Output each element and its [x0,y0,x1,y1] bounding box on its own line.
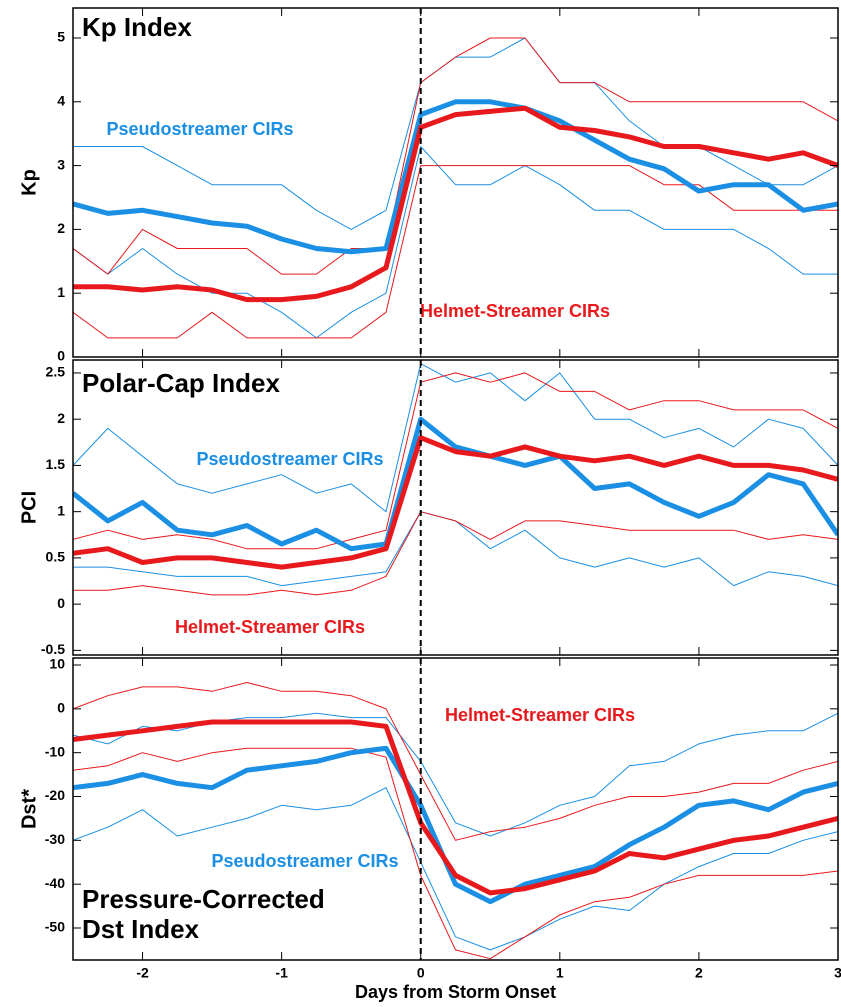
series-line [73,37,838,275]
y-axis-label: Dst* [18,789,40,829]
series-line [73,511,838,596]
series-line [73,165,838,339]
panel-title: Pressure-Corrected Dst Index [82,884,325,944]
y-tick-label: -20 [45,787,65,803]
plot-frame [72,7,839,358]
y-axis-label: Kp [18,169,40,196]
y-tick-label: 0 [57,595,65,611]
y-tick-label: 1 [57,502,65,518]
plot-area [73,363,838,596]
series-label: Pseudostreamer CIRs [196,449,383,469]
series-label: Helmet-Streamer CIRs [175,617,365,637]
panel-title: Polar-Cap Index [82,368,280,398]
series-line [73,99,838,255]
y-tick-label: -30 [45,831,65,847]
series-label: Pseudostreamer CIRs [106,119,293,139]
y-axis-label: PCI [18,491,40,524]
y-tick-label: 2 [57,220,65,236]
series-label: Pseudostreamer CIRs [211,851,398,871]
series-line [73,712,838,837]
series-line [73,372,838,550]
y-tick-label: 0 [57,348,65,364]
series-line [73,363,838,513]
series-line [73,787,838,951]
plot-area [73,682,838,960]
y-tick-label: 0 [57,700,65,716]
series-line [73,719,838,896]
x-tick-label: 3 [834,965,841,981]
series-line [73,745,838,905]
series-line [73,747,838,960]
y-tick-label: 1 [57,284,65,300]
y-tick-label: 3 [57,156,65,172]
y-tick-label: -40 [45,875,65,891]
panel-title: Kp Index [82,12,192,42]
plot-frame [72,359,839,656]
y-tick-label: 10 [49,656,65,672]
x-tick-label: 2 [695,965,703,981]
x-tick-label: -2 [136,965,149,981]
y-tick-label: 1.5 [46,456,66,472]
plot-frame [72,657,839,961]
y-tick-label: -10 [45,743,65,759]
series-label: Helmet-Streamer CIRs [420,301,610,321]
series-line [73,682,838,841]
y-tick-label: 2 [57,410,65,426]
y-tick-label: 2.5 [46,364,66,380]
y-tick-label: -50 [45,919,65,935]
series-label: Helmet-Streamer CIRs [445,705,635,725]
series-line [73,511,838,587]
series-line [73,435,838,570]
x-tick-label: 1 [556,965,564,981]
x-tick-label: 0 [417,965,425,981]
y-tick-label: 0.5 [46,549,66,565]
series-line [73,416,838,552]
y-tick-label: -0.5 [41,641,65,657]
y-tick-label: 4 [57,92,65,108]
y-tick-label: 5 [57,29,65,45]
x-tick-label: -1 [275,965,288,981]
plot-area [73,37,838,339]
series-line [73,105,838,303]
x-axis-label: Days from Storm Onset [355,982,556,1002]
